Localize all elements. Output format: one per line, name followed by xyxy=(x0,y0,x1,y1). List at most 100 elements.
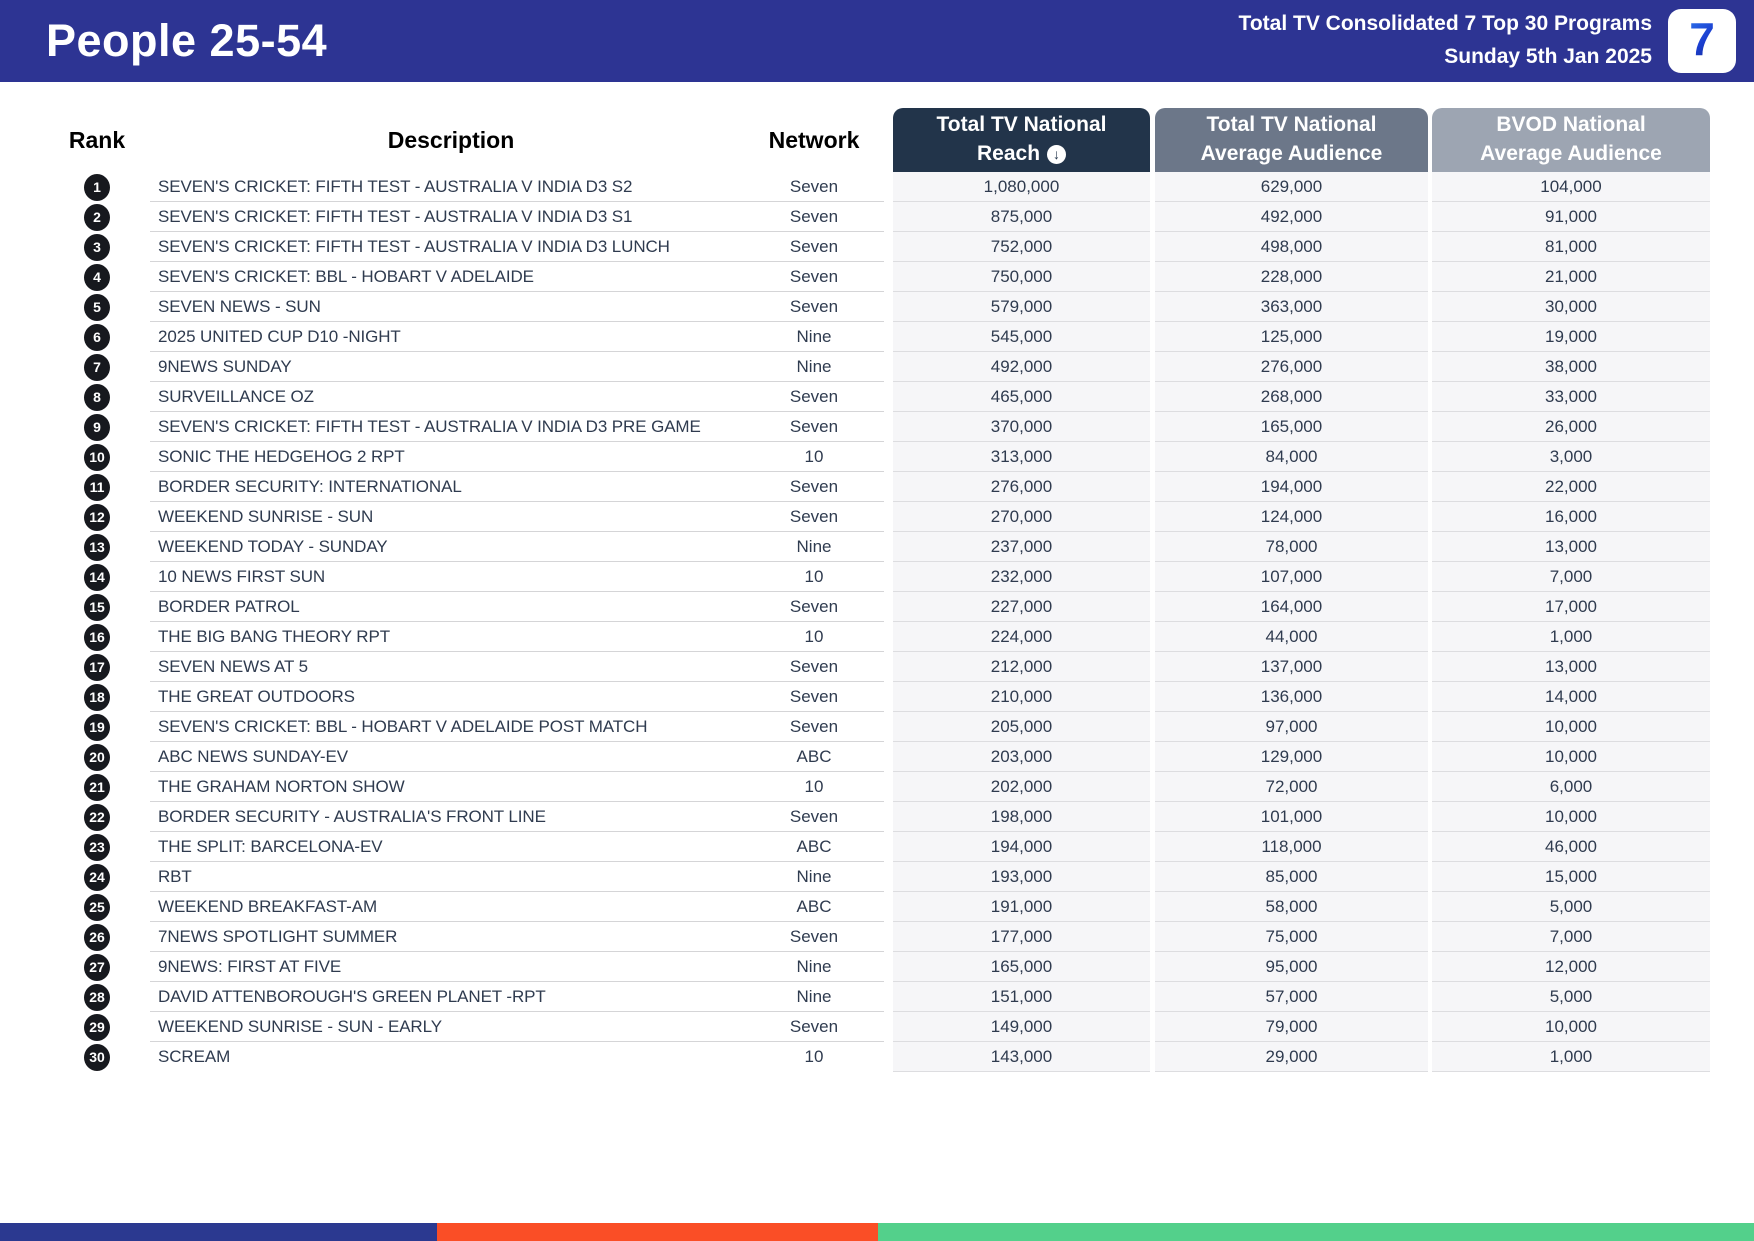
network-name: Seven xyxy=(744,292,884,322)
program-description: BORDER SECURITY: INTERNATIONAL xyxy=(150,472,744,502)
rank-badge: 11 xyxy=(84,473,110,501)
bvod-average-value: 30,000 xyxy=(1432,292,1710,322)
network-name: Seven xyxy=(744,382,884,412)
total-tv-reach-value: 212,000 xyxy=(893,652,1150,682)
table-row: 24 RBT Nine 193,000 85,000 15,000 xyxy=(44,862,1710,892)
program-description: DAVID ATTENBOROUGH'S GREEN PLANET -RPT xyxy=(150,982,744,1012)
bvod-average-value: 10,000 xyxy=(1432,712,1710,742)
program-description: WEEKEND SUNRISE - SUN - EARLY xyxy=(150,1012,744,1042)
rank-badge: 25 xyxy=(84,893,110,921)
program-description: SEVEN NEWS AT 5 xyxy=(150,652,744,682)
table-row: 27 9NEWS: FIRST AT FIVE Nine 165,000 95,… xyxy=(44,952,1710,982)
bvod-average-value: 5,000 xyxy=(1432,982,1710,1012)
network-name: 10 xyxy=(744,442,884,472)
network-name: 10 xyxy=(744,772,884,802)
page-title: People 25-54 xyxy=(46,15,328,66)
total-tv-average-value: 276,000 xyxy=(1155,352,1428,382)
total-tv-reach-value: 276,000 xyxy=(893,472,1150,502)
total-tv-reach-value: 227,000 xyxy=(893,592,1150,622)
rank-badge: 5 xyxy=(84,293,110,321)
bvod-average-value: 26,000 xyxy=(1432,412,1710,442)
sort-descending-icon[interactable]: ↓ xyxy=(1047,144,1067,164)
reach-header-line1: Total TV National xyxy=(936,113,1107,137)
rank-cell: 5 xyxy=(44,292,150,322)
program-description: THE GREAT OUTDOORS xyxy=(150,682,744,712)
table-header-row: Rank Description Network Total TV Nation… xyxy=(44,96,1710,172)
rank-cell: 6 xyxy=(44,322,150,352)
table-row: 13 WEEKEND TODAY - SUNDAY Nine 237,000 7… xyxy=(44,532,1710,562)
table-row: 6 2025 UNITED CUP D10 -NIGHT Nine 545,00… xyxy=(44,322,1710,352)
program-description: ABC NEWS SUNDAY-EV xyxy=(150,742,744,772)
rank-badge: 6 xyxy=(84,323,110,351)
program-description: SEVEN NEWS - SUN xyxy=(150,292,744,322)
network-name: Seven xyxy=(744,922,884,952)
total-tv-average-value: 164,000 xyxy=(1155,592,1428,622)
rank-cell: 2 xyxy=(44,202,150,232)
table-row: 1 SEVEN'S CRICKET: FIFTH TEST - AUSTRALI… xyxy=(44,172,1710,202)
program-description: 10 NEWS FIRST SUN xyxy=(150,562,744,592)
rank-cell: 3 xyxy=(44,232,150,262)
table-row: 15 BORDER PATROL Seven 227,000 164,000 1… xyxy=(44,592,1710,622)
rank-badge: 8 xyxy=(84,383,110,411)
rank-badge: 17 xyxy=(84,653,110,681)
rank-number: 21 xyxy=(89,779,105,795)
program-description: WEEKEND SUNRISE - SUN xyxy=(150,502,744,532)
bvod-average-value: 13,000 xyxy=(1432,532,1710,562)
program-description: SEVEN'S CRICKET: FIFTH TEST - AUSTRALIA … xyxy=(150,232,744,262)
avg-header-line2: Average Audience xyxy=(1200,142,1383,165)
network-name: Seven xyxy=(744,682,884,712)
network-name: Seven xyxy=(744,502,884,532)
bvod-average-value: 33,000 xyxy=(1432,382,1710,412)
table-row: 11 BORDER SECURITY: INTERNATIONAL Seven … xyxy=(44,472,1710,502)
rank-cell: 4 xyxy=(44,262,150,292)
table-row: 23 THE SPLIT: BARCELONA-EV ABC 194,000 1… xyxy=(44,832,1710,862)
column-header-total-tv-reach[interactable]: Total TV National Reach ↓ xyxy=(893,108,1150,172)
network-name: Seven xyxy=(744,172,884,202)
total-tv-average-value: 85,000 xyxy=(1155,862,1428,892)
total-tv-average-value: 129,000 xyxy=(1155,742,1428,772)
rank-cell: 1 xyxy=(44,172,150,202)
rank-cell: 9 xyxy=(44,412,150,442)
total-tv-reach-value: 237,000 xyxy=(893,532,1150,562)
program-description: THE GRAHAM NORTON SHOW xyxy=(150,772,744,802)
total-tv-reach-value: 224,000 xyxy=(893,622,1150,652)
program-description: THE BIG BANG THEORY RPT xyxy=(150,622,744,652)
rank-cell: 16 xyxy=(44,622,150,652)
bvod-average-value: 1,000 xyxy=(1432,622,1710,652)
rank-badge: 19 xyxy=(84,713,110,741)
table-row: 5 SEVEN NEWS - SUN Seven 579,000 363,000… xyxy=(44,292,1710,322)
report-subtitle: Total TV Consolidated 7 Top 30 Programs … xyxy=(1239,8,1652,73)
rank-badge: 24 xyxy=(84,863,110,891)
table-row: 17 SEVEN NEWS AT 5 Seven 212,000 137,000… xyxy=(44,652,1710,682)
total-tv-average-value: 29,000 xyxy=(1155,1042,1428,1072)
table-row: 18 THE GREAT OUTDOORS Seven 210,000 136,… xyxy=(44,682,1710,712)
total-tv-reach-value: 313,000 xyxy=(893,442,1150,472)
rank-cell: 21 xyxy=(44,772,150,802)
rank-number: 19 xyxy=(89,719,105,735)
footer-color-stripe xyxy=(0,1223,1754,1241)
table-row: 16 THE BIG BANG THEORY RPT 10 224,000 44… xyxy=(44,622,1710,652)
reach-header-line2: Reach xyxy=(976,142,1041,165)
rank-cell: 19 xyxy=(44,712,150,742)
network-name: Seven xyxy=(744,412,884,442)
table-row: 26 7NEWS SPOTLIGHT SUMMER Seven 177,000 … xyxy=(44,922,1710,952)
rank-badge: 27 xyxy=(84,953,110,981)
stripe-orange-segment xyxy=(437,1223,878,1241)
rank-badge: 12 xyxy=(84,503,110,531)
stripe-green-segment xyxy=(878,1223,1754,1241)
program-description: 7NEWS SPOTLIGHT SUMMER xyxy=(150,922,744,952)
rank-cell: 20 xyxy=(44,742,150,772)
total-tv-reach-value: 750,000 xyxy=(893,262,1150,292)
total-tv-average-value: 78,000 xyxy=(1155,532,1428,562)
table-row: 2 SEVEN'S CRICKET: FIFTH TEST - AUSTRALI… xyxy=(44,202,1710,232)
program-description: SCREAM xyxy=(158,1047,231,1066)
rank-number: 8 xyxy=(93,389,101,405)
table-body: 1 SEVEN'S CRICKET: FIFTH TEST - AUSTRALI… xyxy=(44,172,1710,1072)
program-description: 9NEWS SUNDAY xyxy=(150,352,744,382)
rank-badge: 10 xyxy=(84,443,110,471)
bvod-average-value: 21,000 xyxy=(1432,262,1710,292)
rank-cell: 14 xyxy=(44,562,150,592)
table-row: 7 9NEWS SUNDAY Nine 492,000 276,000 38,0… xyxy=(44,352,1710,382)
rank-number: 28 xyxy=(89,989,105,1005)
total-tv-average-value: 72,000 xyxy=(1155,772,1428,802)
